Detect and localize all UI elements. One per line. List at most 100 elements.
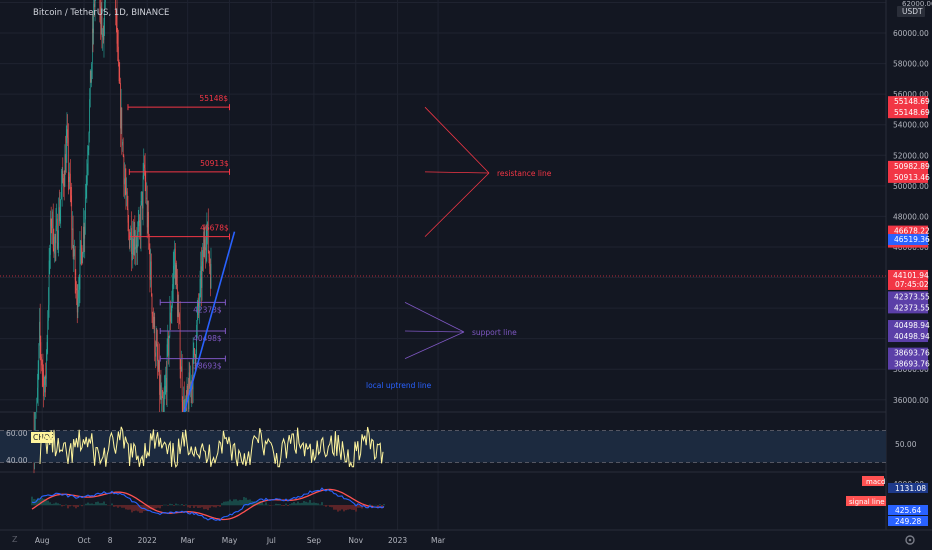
candle-body [74, 249, 76, 281]
macd-histogram-bar [315, 502, 317, 506]
candle-body [152, 313, 153, 317]
resistance-axis-label-2: 50913.46 [894, 173, 930, 182]
gear-icon[interactable] [905, 535, 915, 545]
macd-histogram-bar [319, 504, 321, 506]
macd-legend-badge[interactable] [862, 476, 884, 486]
x-tick-label: Sep [307, 536, 321, 545]
candle-body [125, 187, 127, 195]
macd-histogram-bar [299, 503, 301, 506]
candle-body [64, 154, 66, 187]
macd-histogram-bar [131, 505, 133, 513]
macd-histogram-bar [379, 504, 381, 506]
candle-body [203, 239, 205, 257]
uptrend-line[interactable] [183, 231, 236, 413]
macd-histogram-bar [293, 501, 295, 506]
macd-histogram-bar [197, 505, 199, 508]
support-axis-label-2: 42373.55 [894, 303, 930, 312]
candle-body [138, 220, 140, 227]
macd-histogram-bar [177, 504, 179, 506]
y-tick-label: 58000.00 [893, 60, 929, 69]
support-axis-badge[interactable] [888, 347, 928, 370]
candle-body [90, 70, 92, 83]
z-icon[interactable]: Z [12, 535, 18, 544]
candle-body [59, 207, 60, 222]
macd-histogram-bar [183, 505, 185, 507]
candle-body [142, 191, 143, 209]
candle-body [75, 280, 77, 289]
candle-body [82, 253, 84, 264]
macd-histogram-bar [221, 503, 223, 506]
last-price-badge[interactable] [888, 269, 928, 290]
macd-histogram-bar [263, 504, 265, 506]
macd-histogram-bar [99, 503, 101, 506]
macd-histogram-bar [245, 497, 247, 506]
candle-body [49, 254, 51, 261]
candle-body [65, 143, 67, 173]
macd-histogram-bar [191, 505, 193, 506]
candle-body [38, 345, 40, 370]
candle-body [142, 175, 144, 209]
macd-histogram-bar [233, 499, 235, 506]
candle-body [182, 401, 184, 412]
candle-body [156, 341, 158, 345]
candle-body [37, 387, 38, 403]
candle-body [37, 369, 39, 388]
macd-histogram-bar [91, 503, 93, 506]
time-axis[interactable]: Aug Oct 8 2022 Mar May Jul Sep Nov 2023 Mar [35, 536, 446, 545]
macd-histogram-bar [365, 505, 367, 509]
candle-body [92, 28, 94, 34]
candle-body [205, 243, 207, 251]
chop-right-label: 50.00 [895, 440, 917, 449]
candle-body [196, 324, 197, 354]
macd-histogram-bar [329, 505, 331, 507]
resistance-axis-badge[interactable] [888, 160, 928, 183]
candle-body [52, 211, 54, 249]
candle-body [127, 208, 129, 223]
uptrend-axis-badge[interactable] [888, 234, 928, 246]
price-axis[interactable]: 60000.00 58000.00 56000.00 54000.00 52000.00… [888, 0, 932, 405]
support-axis-label: 42373.55 [894, 292, 930, 301]
signal-legend-badge[interactable] [846, 496, 886, 506]
candle-body [170, 311, 172, 322]
macd-histogram-bar [203, 505, 205, 510]
macd-value-badge[interactable] [888, 483, 928, 493]
macd-histogram-bar [111, 503, 113, 506]
support-axis-badge[interactable] [888, 320, 928, 343]
macd-histogram-bar [159, 505, 161, 509]
candle-body [150, 261, 151, 280]
y-tick-label: 36000.00 [893, 396, 929, 405]
price-pane[interactable] [0, 0, 886, 474]
support-axis-badge[interactable] [888, 291, 928, 314]
candle-body [175, 265, 177, 285]
candle-body [54, 236, 55, 254]
support-callout: support line [472, 328, 517, 337]
candle-body [66, 129, 68, 144]
candle-body [46, 352, 47, 379]
candle-body [48, 305, 49, 321]
candle-body [129, 238, 131, 248]
candle-body [53, 248, 55, 254]
macd-histogram-bar [121, 505, 123, 508]
candle-body [76, 288, 77, 291]
candle-body [181, 366, 182, 372]
candle-body [153, 316, 155, 328]
x-tick-label: 8 [108, 536, 113, 545]
chop-band [0, 430, 886, 463]
macd-histogram-bar [217, 505, 219, 507]
macd-value-badge[interactable] [888, 516, 928, 526]
candle-body [170, 312, 171, 322]
resistance-axis-label-2: 55148.69 [894, 108, 930, 117]
candle-body [187, 385, 188, 395]
macd-histogram-bar [321, 502, 323, 506]
macd-value-badge[interactable] [888, 505, 928, 515]
candle-body [164, 385, 166, 395]
candle-body [118, 62, 120, 82]
candle-body [144, 164, 145, 169]
macd-value-label: 249.28 [895, 517, 921, 526]
candle-body [81, 240, 82, 248]
candle-body [121, 107, 123, 146]
resistance-axis-badge[interactable] [888, 96, 928, 119]
currency-badge[interactable] [897, 6, 925, 17]
